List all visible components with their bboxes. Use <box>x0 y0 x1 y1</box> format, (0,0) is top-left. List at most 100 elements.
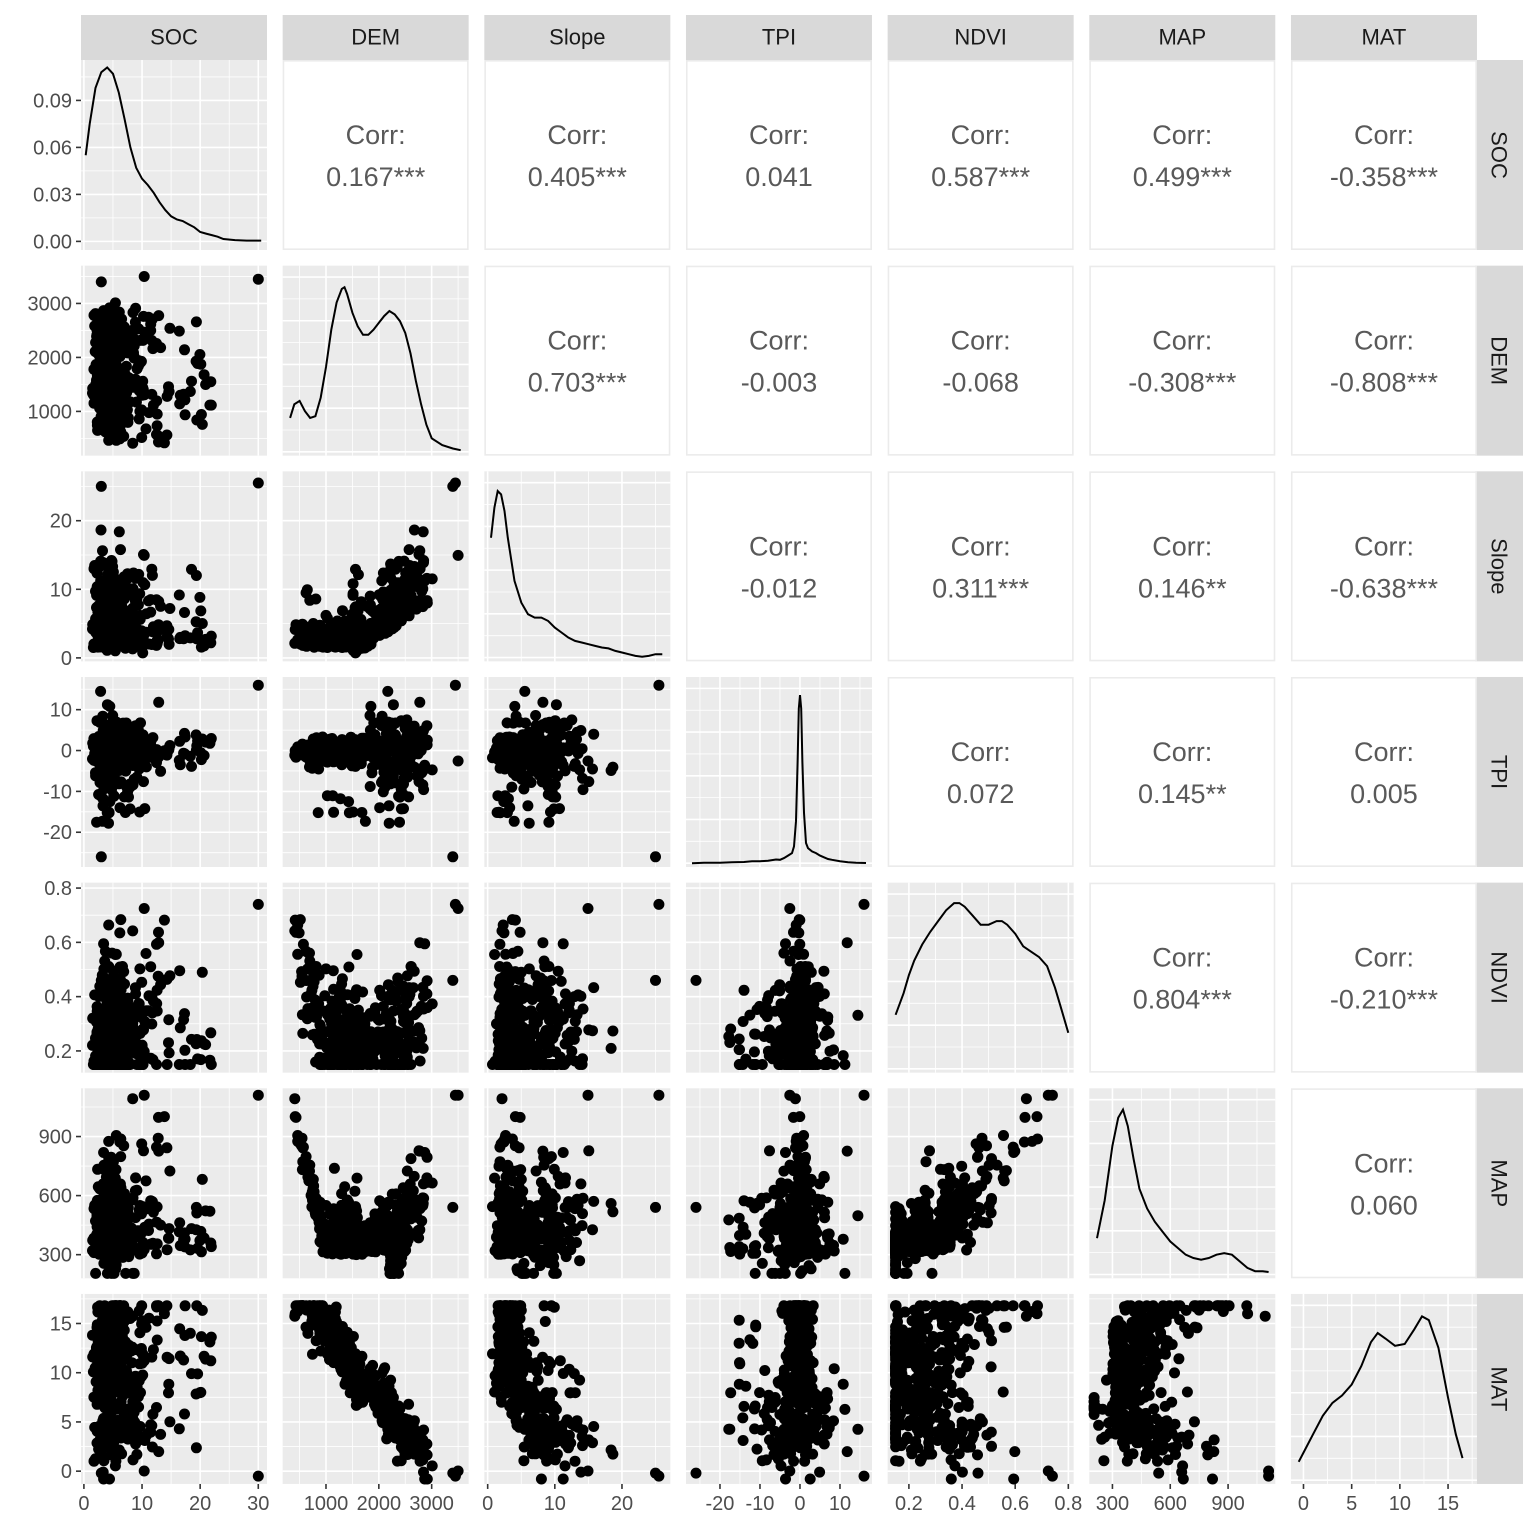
data-point <box>163 1037 174 1049</box>
data-point <box>650 974 661 986</box>
data-point <box>449 679 461 691</box>
data-point <box>205 376 217 388</box>
data-point <box>381 1026 393 1038</box>
corr-value: -0.808*** <box>1330 368 1439 398</box>
panel-tpi-ndvi: Corr:0.072 <box>887 676 1074 867</box>
corr-value: -0.638*** <box>1330 573 1439 603</box>
data-point <box>99 338 111 350</box>
column-header-mat: MAT <box>1290 15 1477 60</box>
data-point <box>517 993 529 1004</box>
data-point <box>690 974 702 986</box>
data-point <box>531 1017 543 1028</box>
corr-label: Corr: <box>1354 120 1414 150</box>
data-point <box>113 396 125 408</box>
corr-label: Corr: <box>749 326 809 356</box>
data-point <box>98 751 110 762</box>
data-point <box>506 914 518 926</box>
data-point <box>146 569 158 581</box>
data-point <box>136 976 148 988</box>
column-strip-bg <box>484 15 671 60</box>
data-point <box>91 601 103 613</box>
data-point <box>418 555 430 566</box>
panel-dem-tpi: Corr:-0.003 <box>685 265 872 456</box>
data-point <box>759 1008 771 1019</box>
data-point <box>748 1046 760 1058</box>
data-point <box>126 1003 138 1015</box>
density-curve <box>490 488 663 658</box>
data-point <box>501 1059 513 1070</box>
data-point <box>252 273 264 285</box>
data-point <box>778 947 790 959</box>
data-point <box>321 1026 333 1038</box>
data-point <box>138 903 150 914</box>
data-point <box>163 1223 175 1235</box>
corr-value: 0.167*** <box>326 162 426 192</box>
data-point <box>374 802 386 814</box>
data-point <box>195 1054 207 1066</box>
data-point <box>306 762 318 774</box>
column-header-dem: DEM <box>282 15 469 60</box>
data-point <box>173 589 185 601</box>
data-point <box>802 961 814 973</box>
column-label: MAT <box>1362 25 1407 50</box>
data-point <box>99 1059 111 1070</box>
data-point <box>340 750 351 762</box>
corr-value: 0.146** <box>1138 573 1227 603</box>
data-point <box>174 735 186 747</box>
data-point <box>130 1172 142 1184</box>
data-point <box>121 612 133 624</box>
row-strip-bg <box>1475 1293 1523 1484</box>
data-point <box>91 321 103 333</box>
data-point <box>129 337 141 349</box>
data-point <box>161 1059 173 1070</box>
data-point <box>521 1026 533 1038</box>
data-point <box>153 937 165 949</box>
panel-soc-map: Corr:0.499*** <box>1089 59 1276 250</box>
correlation-panel-bg <box>887 676 1074 867</box>
correlation-panel-bg <box>1290 676 1477 867</box>
correlation-panel-bg <box>1089 471 1276 662</box>
data-point <box>801 1012 813 1024</box>
column-label: DEM <box>351 25 400 50</box>
corr-value: -0.012 <box>741 573 818 603</box>
row-label: DEM <box>1487 336 1512 385</box>
data-point <box>102 1042 114 1054</box>
data-point <box>733 1044 745 1055</box>
data-point <box>403 544 415 556</box>
data-point <box>161 1244 173 1256</box>
data-point <box>100 1000 112 1012</box>
data-point <box>108 1257 120 1269</box>
density-panel-bg <box>81 60 267 250</box>
data-point <box>539 961 551 973</box>
data-point <box>163 1014 175 1026</box>
data-point <box>788 1034 800 1046</box>
data-point <box>136 432 148 443</box>
data-point <box>102 562 114 574</box>
corr-value: 0.005 <box>1350 779 1418 809</box>
data-point <box>383 800 395 812</box>
data-point <box>337 605 348 617</box>
data-point <box>100 308 112 320</box>
data-point <box>774 1042 786 1054</box>
data-point <box>127 637 139 649</box>
data-point <box>521 756 533 768</box>
data-point <box>780 938 791 950</box>
data-point <box>398 803 409 815</box>
data-point <box>413 581 425 593</box>
data-point <box>447 974 459 986</box>
column-strip-bg <box>81 15 267 60</box>
correlation-panel-bg <box>282 59 469 250</box>
data-point <box>115 736 127 748</box>
data-point <box>304 594 316 606</box>
row-header-soc: SOC <box>1475 60 1523 250</box>
data-point <box>138 389 150 401</box>
data-point <box>328 806 340 818</box>
data-point <box>310 961 322 972</box>
data-point <box>347 578 359 590</box>
data-point <box>134 405 146 417</box>
data-point <box>588 982 600 994</box>
panel-dem-soc <box>81 265 267 456</box>
data-point <box>452 549 464 561</box>
data-point <box>364 781 376 792</box>
data-point <box>101 322 113 334</box>
